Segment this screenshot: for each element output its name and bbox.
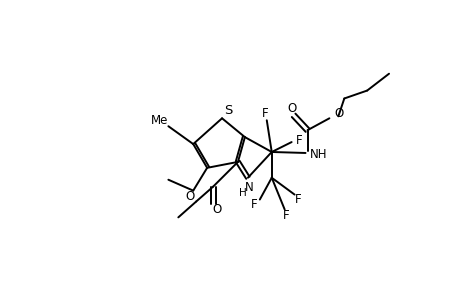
- Text: O: O: [286, 102, 296, 115]
- Text: F: F: [261, 107, 268, 120]
- Text: O: O: [212, 203, 221, 216]
- Text: F: F: [283, 209, 289, 222]
- Text: F: F: [250, 198, 257, 211]
- Text: H: H: [239, 188, 246, 198]
- Text: N: N: [244, 181, 253, 194]
- Text: F: F: [296, 134, 302, 147]
- Text: Me: Me: [151, 114, 168, 127]
- Text: S: S: [224, 104, 232, 117]
- Text: NH: NH: [309, 148, 326, 161]
- Text: O: O: [334, 107, 343, 120]
- Text: F: F: [295, 193, 301, 206]
- Text: O: O: [185, 190, 195, 203]
